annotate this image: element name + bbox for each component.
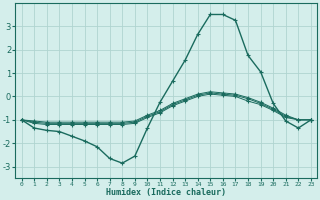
X-axis label: Humidex (Indice chaleur): Humidex (Indice chaleur): [106, 188, 226, 197]
